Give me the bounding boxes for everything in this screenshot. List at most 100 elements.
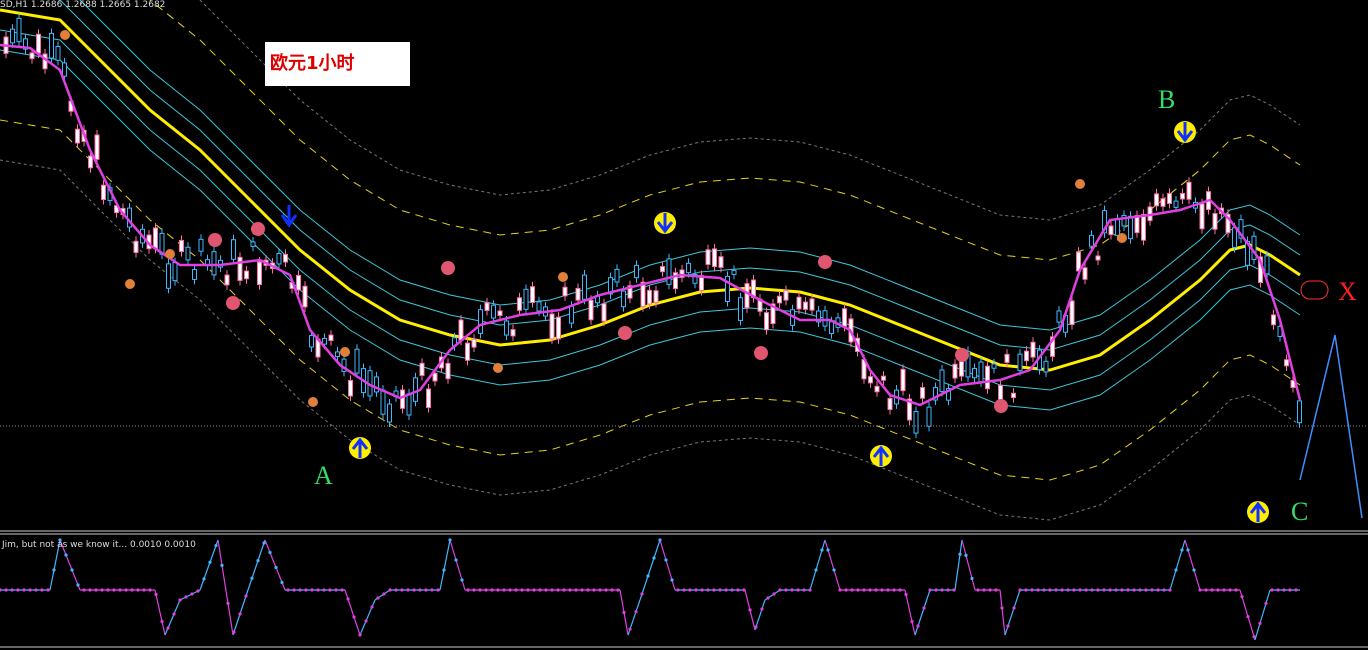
oscillator-dot	[910, 619, 914, 624]
oscillator-dot	[832, 568, 836, 572]
candle-body	[517, 297, 522, 311]
oscillator-dot	[1294, 588, 1298, 592]
arrow-signal	[280, 205, 298, 228]
oval-marker	[1300, 280, 1329, 300]
candle-body	[1004, 353, 1010, 363]
oscillator-dot	[478, 588, 482, 592]
candle-body	[1134, 215, 1140, 234]
candle-body	[692, 274, 698, 284]
oscillator-dot	[1174, 568, 1178, 572]
candle-body	[1030, 341, 1036, 358]
oscillator-segment	[659, 539, 676, 591]
candle-body	[1115, 218, 1120, 236]
oscillator-dot	[556, 588, 560, 592]
pattern-icon	[994, 399, 1008, 413]
oscillator-segment	[449, 539, 466, 591]
oscillator-dot	[112, 588, 116, 592]
candle-body	[718, 256, 724, 268]
candle-body	[582, 274, 587, 300]
candle-body	[1238, 219, 1244, 239]
oscillator-dot	[196, 589, 200, 593]
candle-body	[822, 310, 828, 327]
pattern-icon	[618, 326, 632, 340]
candle-body	[829, 321, 834, 335]
fractal-dot	[60, 30, 70, 40]
oscillator-dot	[286, 588, 290, 592]
oscillator-dot	[310, 588, 314, 592]
oscillator-segment	[439, 539, 451, 591]
oscillator-dot	[1018, 588, 1022, 592]
oscillator-dot	[760, 607, 764, 611]
candle-body	[276, 252, 282, 265]
oscillator-dot	[4, 588, 8, 592]
candle-body	[335, 351, 340, 358]
oscillator-dot	[274, 565, 278, 570]
oscillator-dot	[298, 588, 302, 592]
oscillator-dot	[964, 553, 968, 557]
oscillator-dot	[136, 588, 140, 592]
fractal-dot	[1117, 233, 1127, 243]
oscillator-dot	[346, 597, 350, 601]
oscillator-dot	[70, 568, 74, 572]
oscillator-dot	[106, 588, 110, 592]
oscillator-dot	[682, 588, 686, 592]
candle-body	[237, 256, 243, 281]
chart-label: 欧元1小时	[270, 52, 355, 74]
candle-body	[523, 288, 529, 310]
candle-body	[185, 246, 191, 261]
oscillator-segment	[1254, 589, 1271, 641]
candle-body	[530, 286, 535, 304]
candle-body	[621, 290, 626, 308]
candle-body	[94, 134, 100, 160]
oscillator-dot	[322, 588, 326, 592]
candle-body	[400, 389, 405, 409]
candle-body	[634, 264, 639, 279]
oscillator-segment	[824, 539, 841, 591]
oscillator-dot	[1132, 588, 1136, 592]
candle-body	[588, 299, 594, 321]
oscillator-dot	[988, 588, 992, 592]
symbol-info: SD,H1 1.2686 1.2688 1.2665 1.2682	[0, 0, 165, 10]
candle-body	[705, 249, 711, 265]
candle-body	[725, 275, 730, 303]
oscillator-dot	[652, 556, 656, 560]
oscillator-dot	[226, 601, 230, 605]
oscillator-dot	[712, 588, 716, 592]
candle-body	[16, 17, 22, 43]
arrow-signal	[656, 213, 674, 234]
oscillator-dot	[454, 558, 458, 562]
candle-body	[816, 310, 821, 323]
oscillator-dot	[844, 588, 848, 592]
oscillator-dot	[484, 588, 488, 592]
oscillator-dot	[1078, 588, 1082, 592]
candle-body	[283, 253, 288, 263]
candle-body	[1160, 198, 1166, 207]
oscillator-dot	[184, 595, 188, 599]
candle-body	[660, 266, 665, 273]
oscillator-dot	[340, 588, 344, 592]
oscillator-dot	[280, 580, 284, 585]
oscillator-dot	[700, 588, 704, 592]
oscillator-dot	[16, 588, 20, 592]
oscillator-dot	[724, 588, 728, 592]
oscillator-dot	[670, 578, 674, 582]
oscillator-dot	[862, 588, 866, 592]
oscillator-dot	[592, 588, 596, 592]
candle-body	[1212, 213, 1218, 230]
oscillator-segment	[904, 589, 916, 636]
oscillator-dot	[142, 588, 146, 592]
oscillator-dot	[58, 538, 62, 542]
candle-body	[1024, 350, 1029, 362]
oscillator-dot	[316, 588, 320, 592]
candle-body	[36, 33, 41, 54]
oscillator-dot	[568, 588, 572, 592]
candle-body	[1043, 360, 1049, 373]
candle-body	[575, 287, 581, 301]
candle-body	[23, 38, 28, 50]
oscillator-dot	[1192, 568, 1196, 572]
oscillator-segment	[809, 539, 826, 591]
candle-body	[978, 361, 984, 383]
candle-body	[777, 295, 782, 304]
oscillator-dot	[604, 588, 608, 592]
oscillator-dot	[64, 553, 68, 557]
